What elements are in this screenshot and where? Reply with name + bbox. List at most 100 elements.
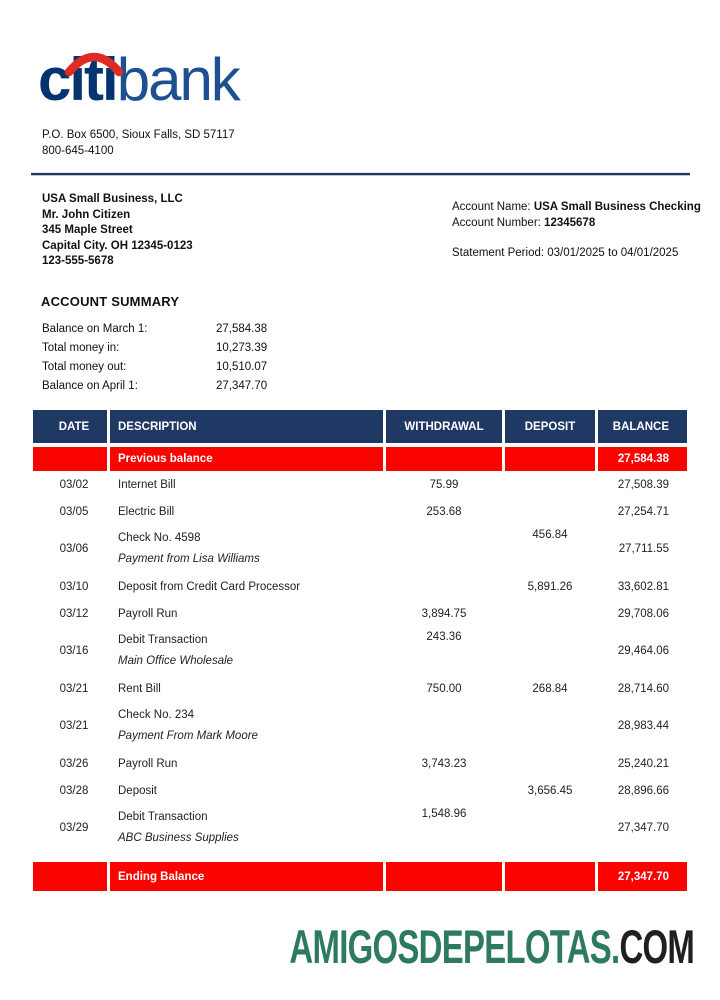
customer-phone: 123-555-5678 bbox=[42, 255, 114, 268]
transaction-withdrawal: 75.99 bbox=[429, 478, 459, 491]
transaction-table: DATE DESCRIPTION WITHDRAWAL DEPOSIT BALA… bbox=[33, 410, 687, 891]
ending-balance-label: Ending Balance bbox=[110, 862, 383, 891]
transaction-date: 03/29 bbox=[59, 822, 89, 834]
transaction-deposit: 456.84 bbox=[532, 529, 568, 541]
citibank-logo: citibank bbox=[38, 50, 241, 110]
transaction-row: 03/12 Payroll Run 3,894.75 29,708.06 bbox=[33, 600, 687, 627]
transaction-deposit bbox=[505, 627, 595, 631]
transaction-row: 03/28 Deposit 3,656.45 28,896.66 bbox=[33, 777, 687, 804]
transaction-balance: 27,508.39 bbox=[617, 478, 669, 491]
transaction-balance: 28,896.66 bbox=[617, 784, 669, 797]
transaction-description-line2: Payment From Mark Moore bbox=[118, 730, 258, 742]
transaction-description-line1: Deposit from Credit Card Processor bbox=[118, 580, 301, 593]
transaction-withdrawal: 750.00 bbox=[426, 682, 462, 695]
account-number-label: Account Number: bbox=[452, 217, 545, 229]
transaction-description: Internet Bill bbox=[110, 479, 383, 491]
transaction-withdrawal bbox=[386, 525, 502, 529]
transaction-description: Debit Transaction Main Office Wholesale bbox=[110, 630, 383, 672]
transaction-description-line1: Electric Bill bbox=[118, 505, 175, 518]
transaction-description: Deposit bbox=[110, 785, 383, 797]
transaction-description-line1: Rent Bill bbox=[118, 682, 161, 695]
bank-phone: 800-645-4100 bbox=[42, 145, 114, 157]
transaction-description: Payroll Run bbox=[110, 608, 383, 620]
summary-value: 27,584.38 bbox=[216, 323, 268, 335]
transaction-withdrawal: 3,743.23 bbox=[421, 757, 467, 770]
header-divider bbox=[31, 173, 690, 175]
transaction-balance: 29,708.06 bbox=[617, 607, 669, 620]
account-number-row: Account Number: 12345678 bbox=[452, 215, 701, 231]
summary-row: Total money out: 10,510.07 bbox=[42, 358, 267, 377]
transaction-deposit bbox=[505, 804, 595, 808]
transaction-balance: 29,464.06 bbox=[617, 645, 669, 657]
transaction-row: 03/02 Internet Bill 75.99 27,508.39 bbox=[33, 471, 687, 498]
column-header-date: DATE bbox=[33, 410, 107, 443]
column-header-description: DESCRIPTION bbox=[110, 410, 383, 443]
account-name-label: Account Name: bbox=[452, 201, 534, 213]
transaction-row: 03/21 Rent Bill 750.00 268.84 28,714.60 bbox=[33, 675, 687, 702]
transaction-balance: 25,240.21 bbox=[617, 757, 669, 770]
transaction-description-line2: Main Office Wholesale bbox=[118, 655, 234, 667]
bank-address: P.O. Box 6500, Sioux Falls, SD 57117 800… bbox=[42, 127, 235, 159]
transaction-withdrawal: 243.36 bbox=[426, 631, 462, 643]
transaction-description-line1: Deposit bbox=[118, 784, 157, 797]
account-summary-table: Balance on March 1: 27,584.38 Total money … bbox=[42, 320, 267, 396]
previous-balance-date-cell bbox=[33, 447, 107, 471]
transaction-row: 03/29 Debit Transaction ABC Business Suppl… bbox=[33, 804, 687, 852]
transaction-date: 03/05 bbox=[59, 505, 89, 518]
transaction-date: 03/21 bbox=[59, 682, 89, 695]
customer-address-block: USA Small Business, LLC Mr. John Citizen… bbox=[42, 192, 193, 270]
previous-balance-label: Previous balance bbox=[110, 447, 383, 471]
transaction-balance: 28,714.60 bbox=[617, 682, 669, 695]
account-summary-title: ACCOUNT SUMMARY bbox=[41, 294, 180, 309]
ending-balance-date-cell bbox=[33, 862, 107, 891]
table-header-row: DATE DESCRIPTION WITHDRAWAL DEPOSIT BALA… bbox=[33, 410, 687, 443]
transaction-description-line1: Payroll Run bbox=[118, 757, 178, 770]
previous-balance-amount: 27,584.38 bbox=[598, 447, 687, 471]
transaction-description-line1: Debit Transaction bbox=[118, 811, 208, 823]
summary-row: Total money in: 10,273.39 bbox=[42, 339, 267, 358]
transaction-description-line1: Internet Bill bbox=[118, 478, 176, 491]
previous-balance-deposit-cell bbox=[505, 447, 595, 471]
transaction-balance: 27,254.71 bbox=[617, 505, 669, 518]
site-watermark-text: AMIGOSDEPELOTAS.COM bbox=[289, 919, 694, 975]
transaction-balance: 28,983.44 bbox=[617, 720, 669, 732]
transaction-description: Debit Transaction ABC Business Supplies bbox=[110, 807, 383, 849]
transaction-date: 03/28 bbox=[59, 784, 89, 797]
transaction-description-line1: Check No. 234 bbox=[118, 709, 195, 721]
bank-address-line1: P.O. Box 6500, Sioux Falls, SD 57117 bbox=[42, 129, 235, 141]
transaction-description: Rent Bill bbox=[110, 683, 383, 695]
summary-label: Balance on March 1: bbox=[42, 323, 148, 335]
account-name-value: USA Small Business Checking bbox=[533, 201, 701, 213]
summary-value: 10,510.07 bbox=[216, 361, 268, 373]
transaction-balance: 33,602.81 bbox=[617, 580, 669, 593]
transaction-balance: 27,711.55 bbox=[618, 543, 669, 555]
customer-contact: Mr. John Citizen bbox=[42, 208, 131, 221]
watermark-name: AMIGOSDEPELOTAS. bbox=[289, 920, 620, 973]
transaction-row: 03/10 Deposit from Credit Card Processor 5… bbox=[33, 573, 687, 600]
summary-value: 27,347.70 bbox=[216, 380, 268, 392]
transaction-description-line2: ABC Business Supplies bbox=[118, 832, 239, 844]
transaction-balance: 27,347.70 bbox=[617, 822, 669, 834]
transaction-date: 03/26 bbox=[59, 757, 89, 770]
statement-period-value: 03/01/2025 to 04/01/2025 bbox=[547, 247, 679, 259]
ending-balance-row: Ending Balance 27,347.70 bbox=[33, 862, 687, 891]
transaction-row: 03/26 Payroll Run 3,743.23 25,240.21 bbox=[33, 750, 687, 777]
ending-balance-deposit-cell bbox=[505, 862, 595, 891]
transaction-description: Payroll Run bbox=[110, 758, 383, 770]
column-header-deposit: DEPOSIT bbox=[505, 410, 595, 443]
transaction-row: 03/06 Check No. 4598 Payment from Lisa Wil… bbox=[33, 525, 687, 573]
account-info-block: Account Name: USA Small Business Checkin… bbox=[452, 199, 701, 261]
transaction-description: Electric Bill bbox=[110, 506, 383, 518]
transaction-date: 03/16 bbox=[59, 645, 89, 657]
customer-city: Capital City. OH 12345-0123 bbox=[42, 239, 193, 252]
account-name-row: Account Name: USA Small Business Checkin… bbox=[452, 199, 701, 215]
ending-balance-amount: 27,347.70 bbox=[598, 862, 687, 891]
statement-period-row: Statement Period: 03/01/2025 to 04/01/20… bbox=[452, 245, 701, 261]
transaction-deposit: 3,656.45 bbox=[527, 784, 573, 797]
transaction-description: Deposit from Credit Card Processor bbox=[110, 581, 383, 593]
customer-name: USA Small Business, LLC bbox=[42, 193, 183, 205]
transaction-rows: 03/02 Internet Bill 75.99 27,508.39 03/05 Ele… bbox=[33, 471, 687, 852]
citi-arc-icon bbox=[64, 52, 124, 77]
transaction-row: 03/16 Debit Transaction Main Office Wholes… bbox=[33, 627, 687, 675]
